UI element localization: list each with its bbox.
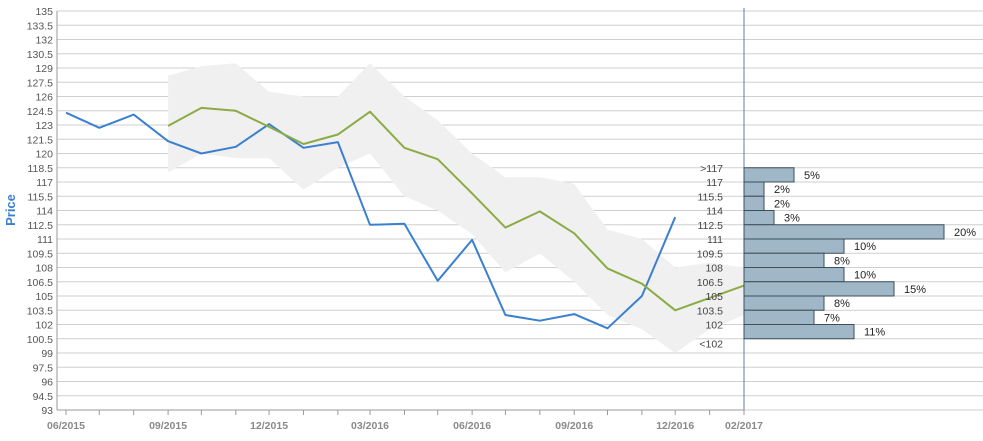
y-tick-label: 115.5 (28, 191, 54, 203)
y-tick-label: 121.5 (27, 134, 53, 146)
distribution-bar (743, 238, 845, 254)
series-line-1 (65, 111, 677, 330)
y-tick-label: 94.5 (33, 391, 54, 403)
x-tick-label: 06/2016 (453, 420, 491, 432)
distribution-bin-label: 103.5 (697, 305, 723, 317)
y-tick-label: 93 (41, 405, 53, 417)
distribution-bar (743, 309, 815, 325)
y-tick-label: 129 (35, 63, 53, 75)
y-tick-label: 120 (35, 149, 53, 161)
distribution-bar (743, 324, 855, 340)
distribution-bar (743, 267, 845, 283)
distribution-bar (743, 224, 945, 240)
y-tick-label: 100.5 (27, 334, 53, 346)
distribution-pct-label: 11% (864, 327, 885, 339)
distribution-bin-label: 117 (706, 177, 723, 189)
y-tick-label: 99 (41, 348, 53, 360)
distribution-bar (743, 295, 825, 311)
distribution-bar (743, 210, 775, 226)
distribution-bin-label: 112.5 (698, 220, 724, 232)
distribution-pct-label: 8% (834, 298, 850, 310)
forecast-band-area (168, 63, 745, 354)
y-tick-label: 114 (36, 206, 53, 218)
x-tick-labels: 06/2015 09/2015 12/2015 03/2016 06/2016 09/20… (47, 420, 763, 432)
y-tick-labels: 93 94.5 96 97.5 99 100.5 102 103.5 105 106.5 108 10… (27, 6, 53, 417)
y-tick-label: 133.5 (27, 20, 53, 32)
series-line-2 (167, 106, 758, 312)
distribution-bar (743, 195, 765, 211)
distribution-bin-label: 114 (706, 206, 723, 218)
y-axis-title: Price (3, 194, 18, 226)
distribution-bar (743, 181, 765, 197)
y-tick-label: 97.5 (33, 362, 54, 374)
y-tick-label: 127.5 (27, 77, 53, 89)
x-tick-label: 09/2016 (555, 420, 593, 432)
y-tick-label: 135 (35, 6, 53, 18)
distribution-pct-label: 15% (904, 284, 926, 296)
y-tick-label: 103.5 (27, 305, 53, 317)
distribution-bin-label: 106.5 (697, 277, 723, 289)
y-tick-label: 106.5 (27, 277, 53, 289)
axes (56, 8, 745, 415)
distribution-bar (743, 281, 895, 297)
x-tick-label: 06/2015 (47, 420, 85, 432)
y-tick-label: 118.5 (28, 163, 54, 175)
distribution-pct-label: 2% (774, 184, 790, 196)
distribution-bin-label: 105 (705, 291, 723, 303)
distribution-pct-label: 7% (824, 312, 840, 324)
y-tick-label: 132 (35, 35, 53, 47)
y-tick-label: 105 (35, 291, 53, 303)
distribution-bars: >117 5% 117 2% 115.5 2% 114 3% 112.5 20% 111 10% 109… (697, 163, 977, 351)
distribution-bin-label: >117 (700, 163, 723, 175)
y-tick-label: 117 (36, 177, 53, 189)
distribution-pct-label: 20% (954, 227, 976, 239)
distribution-bin-label: 102 (705, 320, 723, 332)
y-tick-label: 112.5 (28, 220, 54, 232)
distribution-bin-label: 111 (707, 234, 723, 246)
y-tick-label: 109.5 (27, 248, 53, 260)
distribution-bin-label: 108 (705, 263, 723, 275)
distribution-bin-label: 115.5 (698, 191, 724, 203)
series-lines (65, 106, 758, 330)
x-tick-label: 09/2015 (149, 420, 187, 432)
x-tick-label: 03/2016 (351, 420, 389, 432)
distribution-bar (743, 252, 825, 268)
y-tick-label: 126 (35, 92, 53, 104)
distribution-bin-label: <102 (699, 339, 723, 351)
distribution-pct-label: 3% (784, 213, 800, 225)
distribution-pct-label: 2% (774, 198, 790, 210)
x-tick-label: 12/2015 (250, 420, 288, 432)
y-tick-label: 130.5 (27, 49, 53, 61)
x-tick-label: 02/2017 (725, 420, 763, 432)
distribution-pct-label: 5% (804, 170, 820, 182)
y-tick-label: 111 (37, 234, 53, 246)
distribution-pct-label: 10% (854, 270, 876, 282)
distribution-bin-label: 109.5 (697, 248, 723, 260)
y-tick-label: 123 (35, 120, 53, 132)
y-tick-label: 96 (41, 377, 53, 389)
x-tick-label: 12/2016 (656, 420, 694, 432)
distribution-pct-label: 10% (854, 241, 876, 253)
forecast-band (168, 63, 745, 354)
distribution-bar (743, 167, 795, 183)
y-tick-label: 108 (35, 263, 53, 275)
y-tick-label: 124.5 (27, 106, 53, 118)
distribution-pct-label: 8% (834, 255, 850, 267)
y-tick-label: 102 (35, 320, 53, 332)
